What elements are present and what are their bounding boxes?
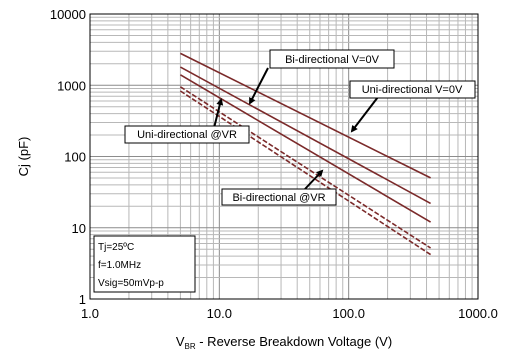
x-tick-label: 100.0 — [332, 306, 365, 321]
conditions-frame — [93, 235, 196, 293]
annotation-arrow — [304, 169, 324, 190]
x-axis-label-subscript: BR — [185, 342, 196, 351]
x-tick-labels: 1.0 10.0 100.0 1000.0 — [81, 306, 498, 321]
series-line-2 — [180, 66, 431, 205]
annotation-arrow — [249, 67, 269, 105]
x-axis-label-rest: - Reverse Breakdown Voltage (V) — [196, 334, 393, 349]
condition-temperature: Tj=25ºC — [98, 242, 134, 253]
x-tick-label: 1000.0 — [458, 306, 498, 321]
x-axis-label-main: V — [176, 334, 185, 349]
y-tick-label: 1 — [79, 292, 86, 307]
annotation-arrow — [213, 98, 224, 129]
annotation-text: Bi-directional @VR — [232, 192, 325, 204]
annotation-arrow — [350, 96, 379, 133]
annotation-box — [349, 80, 476, 99]
x-tick-label: 1.0 — [81, 306, 99, 321]
plot-frame — [89, 13, 479, 300]
annotation-box — [124, 125, 250, 144]
series-line-4 — [179, 86, 432, 249]
annotation-box — [269, 49, 395, 69]
series-line-5 — [179, 90, 432, 256]
annotation-text: Bi-directional V=0V — [285, 54, 380, 66]
annotation-box — [221, 188, 337, 206]
y-axis-label: Cj (pF) — [16, 137, 31, 177]
y-tick-label: 10 — [72, 221, 86, 236]
y-tick-label: 100 — [64, 150, 86, 165]
annotation-uni-vr: Uni-directional @VR — [124, 98, 250, 144]
annotation-uni-v0: Uni-directional V=0V — [349, 80, 476, 133]
condition-frequency: f=1.0MHz — [98, 260, 141, 271]
series-line-1 — [180, 52, 431, 179]
annotation-bi-vr: Bi-directional @VR — [221, 169, 337, 206]
annotation-bi-v0: Bi-directional V=0V — [249, 49, 395, 105]
y-tick-label: 1000 — [57, 78, 86, 93]
y-tick-labels: 1 10 100 1000 10000 — [50, 7, 86, 307]
x-axis-label: VBR - Reverse Breakdown Voltage (V) — [176, 334, 392, 351]
annotations: Bi-directional V=0V Uni-directional V=0V… — [124, 49, 476, 206]
annotation-text: Uni-directional V=0V — [362, 84, 463, 96]
annotation-text: Uni-directional @VR — [137, 129, 237, 141]
x-tick-label: 10.0 — [207, 306, 232, 321]
condition-signal: Vsig=50mVp-p — [98, 278, 164, 289]
y-tick-label: 10000 — [50, 7, 86, 22]
test-conditions-box: Tj=25ºC f=1.0MHz Vsig=50mVp-p — [93, 235, 196, 293]
